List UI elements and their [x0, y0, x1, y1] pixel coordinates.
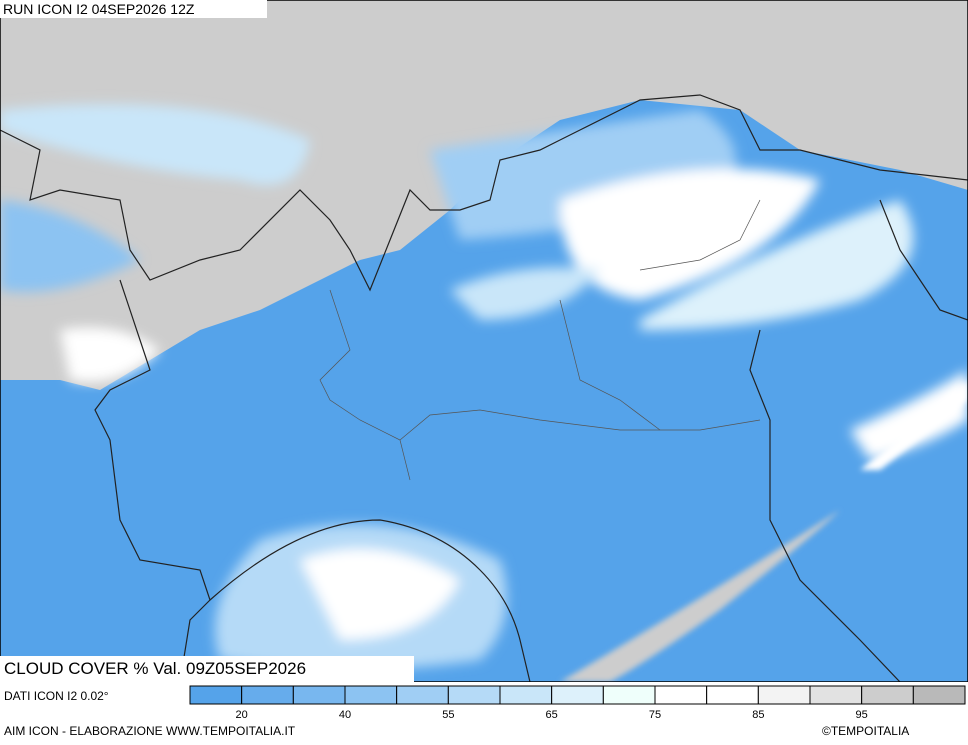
colorbar-box	[654, 685, 708, 705]
colorbar-box	[189, 685, 243, 705]
colorbar-box	[757, 685, 811, 705]
source: DATI ICON I2 0.02°	[4, 689, 109, 703]
mountain-area	[0, 0, 968, 390]
colorbar-box	[396, 685, 449, 705]
colorbar-box	[499, 685, 553, 705]
colorbar-label: 55	[442, 709, 454, 721]
colorbar-box	[241, 685, 294, 705]
map	[0, 0, 968, 682]
copyright: ©TEMPOITALIA	[822, 724, 910, 738]
colorbar-label: 65	[546, 709, 558, 721]
colorbar: 20 40 55 65 75 85 95	[189, 685, 966, 721]
colorbar-box	[292, 685, 346, 705]
colorbar-box	[447, 685, 501, 705]
colorbar-box	[344, 685, 398, 705]
footer: AIM ICON - ELABORAZIONE WWW.TEMPOITALIA.…	[4, 724, 296, 738]
colorbar-label: 85	[752, 709, 764, 721]
clouds	[0, 104, 968, 670]
colorbar-box	[706, 685, 759, 705]
colorbar-label: 95	[856, 709, 868, 721]
colorbar-label: 20	[236, 709, 248, 721]
regions	[319, 199, 761, 481]
title: CLOUD COVER % Val. 09Z05SEP2026	[0, 656, 414, 682]
colorbar-label: 40	[339, 709, 351, 721]
cloud-streak	[860, 380, 968, 470]
colorbar-box	[551, 685, 604, 705]
colorbar-box	[809, 685, 863, 705]
colorbar-box	[602, 685, 656, 705]
run-label: RUN ICON I2 04SEP2026 12Z	[0, 0, 267, 18]
colorbar-label: 75	[649, 709, 661, 721]
borders	[0, 94, 968, 682]
colorbar-box	[861, 685, 914, 705]
colorbar-box	[912, 685, 966, 705]
